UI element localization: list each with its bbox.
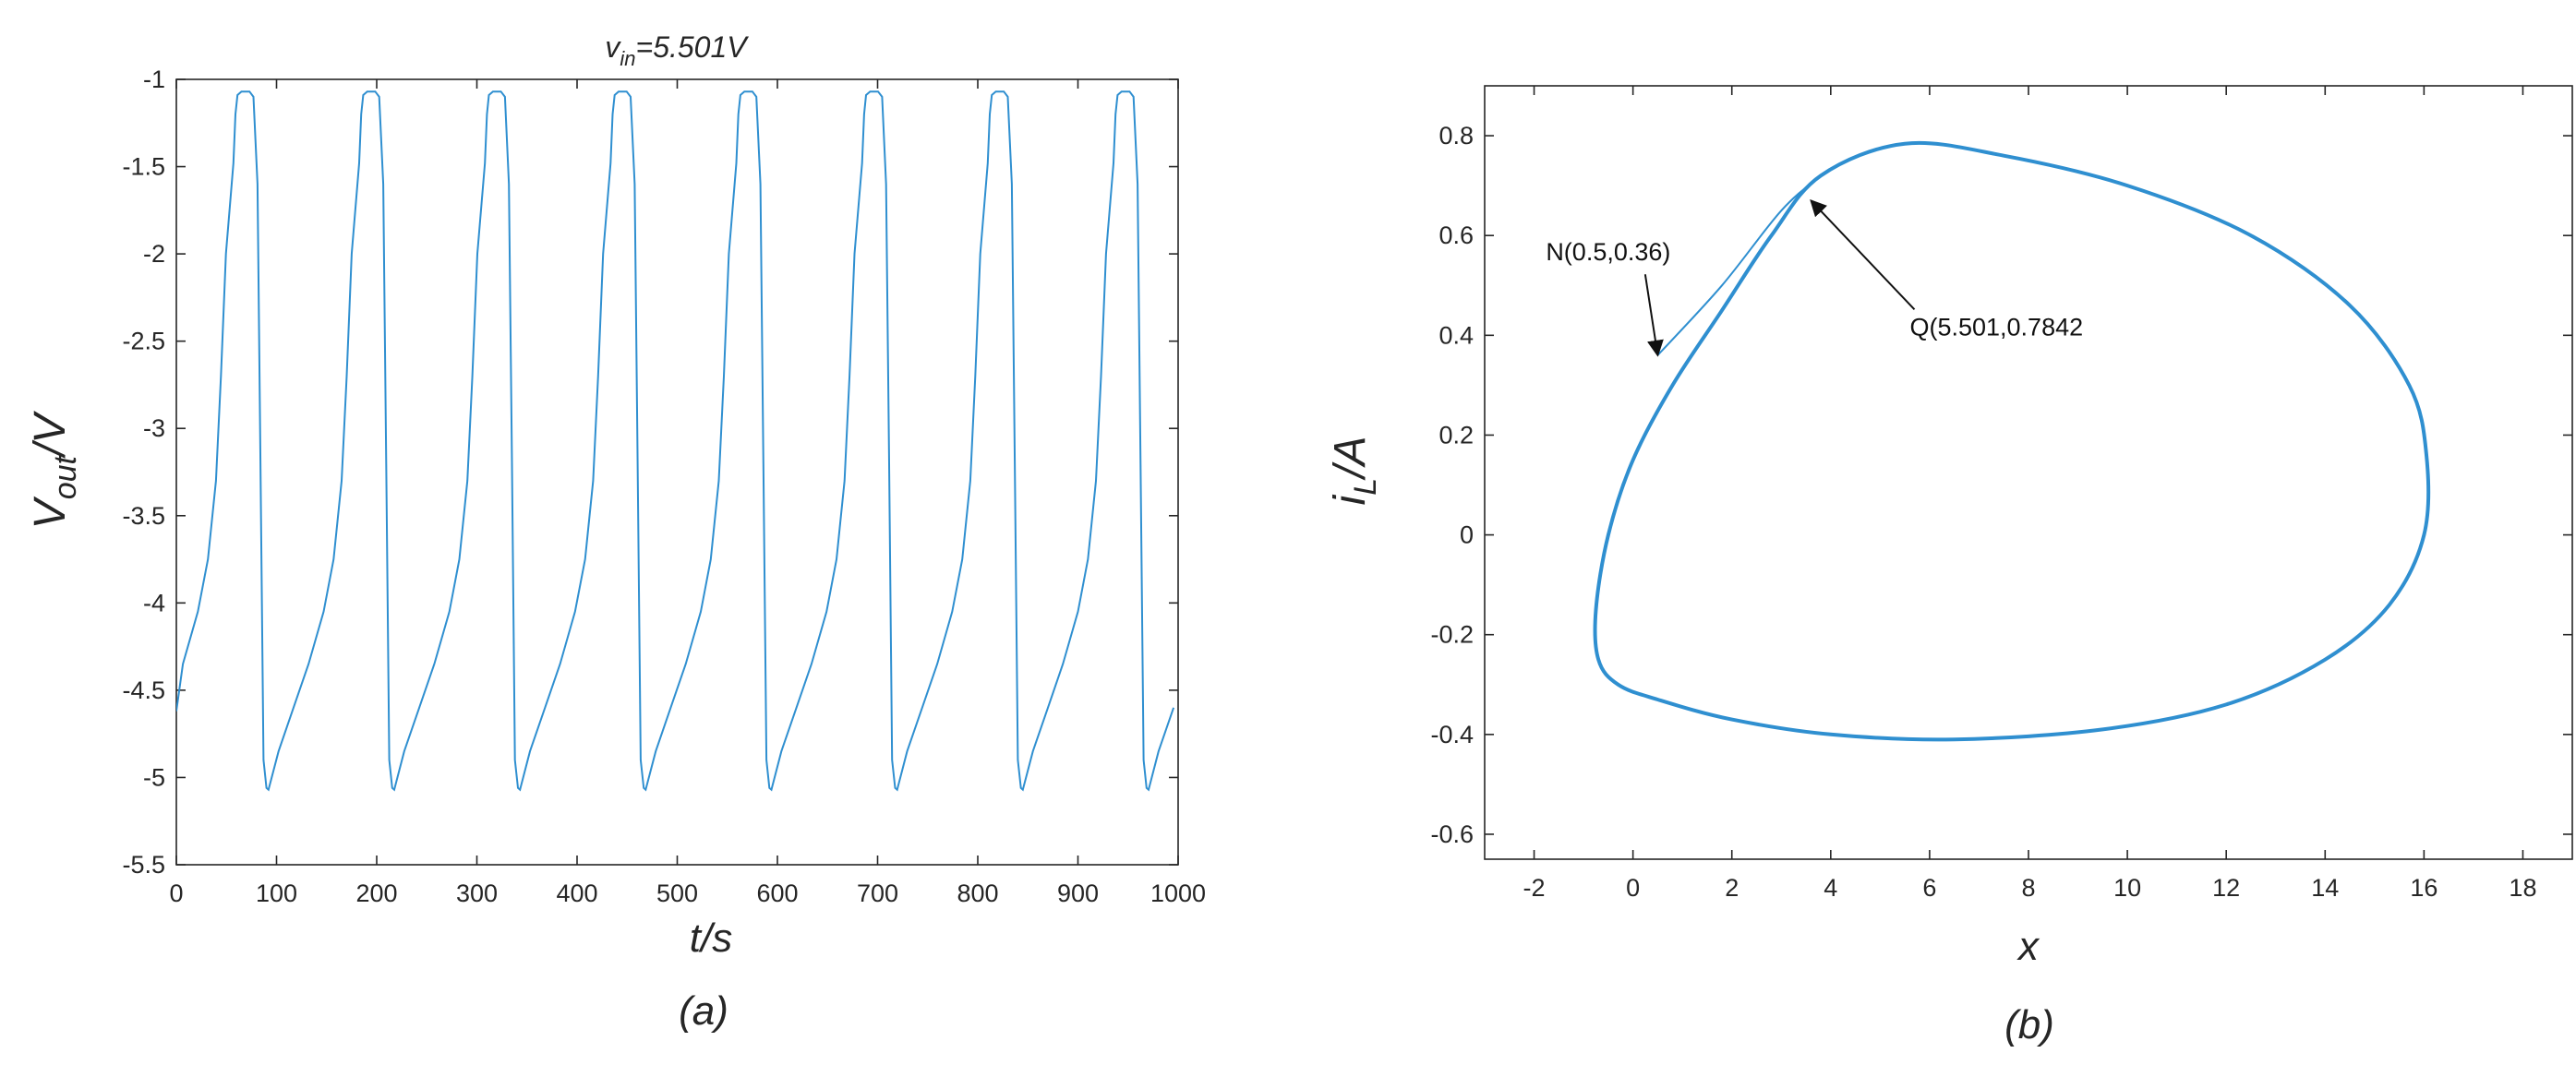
x-tick-label: 14 [2311, 874, 2339, 902]
chart-a-series-line [176, 90, 1175, 792]
chart-b-y-label-sub: L [1348, 478, 1383, 496]
chart-a-title: vin=5.501V [605, 30, 749, 70]
x-tick-label: 16 [2410, 874, 2438, 902]
y-tick-label: -4.5 [122, 676, 165, 704]
chart-a-plot-area [176, 90, 1175, 792]
chart-b-annotations: N(0.5,0.36) Q(5.501,0.7842 [1546, 199, 2083, 357]
chart-b-annotation-arrow [1643, 274, 1664, 357]
x-tick-label: 0 [1626, 874, 1640, 902]
y-tick-label: -1.5 [122, 153, 165, 181]
chart-b-x-ticks: -2 0 2 4 6 8 10 12 14 16 18 [1523, 86, 2536, 902]
y-tick-label: 0 [1460, 521, 1474, 549]
chart-b-y-label-main: i [1326, 494, 1375, 505]
x-tick-label: 200 [355, 880, 397, 907]
x-tick-label: 400 [556, 880, 597, 907]
y-tick-label: -3 [143, 414, 165, 442]
chart-a-y-axis-label: Vout/V [26, 411, 83, 530]
chart-a-y-label-rest: /V [26, 411, 75, 459]
x-tick-label: 900 [1057, 880, 1099, 907]
chart-b-x-axis-label: x [2016, 924, 2040, 969]
y-tick-label: -3.5 [122, 502, 165, 530]
x-tick-label: 12 [2212, 874, 2240, 902]
x-tick-label: -2 [1523, 874, 1546, 902]
x-tick-label: 2 [1725, 874, 1739, 902]
chart-a-y-label-sub: out [48, 454, 83, 499]
x-tick-label: 700 [857, 880, 898, 907]
x-tick-label: 6 [1922, 874, 1936, 902]
x-tick-label: 100 [256, 880, 297, 907]
y-tick-label: -2 [143, 240, 165, 268]
chart-a: vin=5.501V -5.5-5-4.5-4-3.5-3-2.5-2-1.5-… [26, 30, 1206, 1034]
y-tick-label: -4 [143, 589, 165, 616]
chart-a-title-sub: in [620, 47, 635, 70]
chart-a-y-ticks: -5.5 -5 -4.5 -4 -3.5 -3 -2.5 -2 -1.5 -1 [122, 66, 1178, 879]
chart-a-x-ticks: 0 100 200 300 400 500 600 700 800 900 1000 [169, 79, 1206, 907]
y-tick-label: 0.6 [1438, 221, 1474, 249]
y-tick-label: -1 [143, 66, 165, 93]
chart-b-annotation-label: N(0.5,0.36) [1546, 238, 1670, 266]
chart-b-annotation-label: Q(5.501,0.7842 [1909, 313, 2083, 341]
x-tick-label: 300 [456, 880, 498, 907]
y-tick-label: -5.5 [122, 851, 165, 879]
x-tick-label: 18 [2509, 874, 2536, 902]
x-tick-label: 1000 [1150, 880, 1206, 907]
y-tick-label: -2.5 [122, 328, 165, 355]
chart-a-title-main: v [605, 30, 621, 64]
chart-b-y-axis-label: iL/A [1326, 437, 1383, 506]
chart-b-y-label-rest: /A [1326, 437, 1375, 481]
chart-a-x-axis-label: t/s [690, 915, 732, 961]
y-tick-label: -0.2 [1430, 621, 1474, 649]
y-tick-label: 0.8 [1438, 122, 1474, 150]
chart-b-y-ticks: -0.6 -0.4 -0.2 0 0.2 0.4 0.6 0.8 [1430, 122, 2572, 848]
chart-b-frame [1484, 85, 2573, 860]
chart-b-limit-cycle [1593, 140, 2431, 742]
y-tick-label: -5 [143, 763, 165, 791]
x-tick-label: 8 [2021, 874, 2035, 902]
chart-a-frame [175, 78, 1179, 866]
chart-a-title-rest: =5.501V [636, 30, 750, 64]
y-tick-label: -0.4 [1430, 721, 1474, 748]
y-tick-label: 0.4 [1438, 321, 1474, 349]
y-tick-label: 0.2 [1438, 421, 1474, 449]
chart-b: -0.6 -0.4 -0.2 0 0.2 0.4 0.6 0.8 -2 0 2 4 6 8 10 12 14 1… [1326, 85, 2573, 1047]
chart-b-plot-area [1593, 140, 2431, 742]
chart-a-y-label-main: V [26, 496, 75, 529]
x-tick-label: 0 [169, 880, 183, 907]
x-tick-label: 4 [1824, 874, 1837, 902]
panel-b-label: (b) [2004, 1002, 2054, 1047]
chart-b-annotation-arrow [1810, 199, 1916, 311]
x-tick-label: 500 [656, 880, 698, 907]
x-tick-label: 10 [2113, 874, 2141, 902]
x-tick-label: 600 [756, 880, 798, 907]
panel-a-label: (a) [679, 988, 728, 1034]
x-tick-label: 800 [957, 880, 998, 907]
y-tick-label: -0.6 [1430, 820, 1474, 848]
chart-b-initial-trajectory [1656, 174, 1822, 356]
